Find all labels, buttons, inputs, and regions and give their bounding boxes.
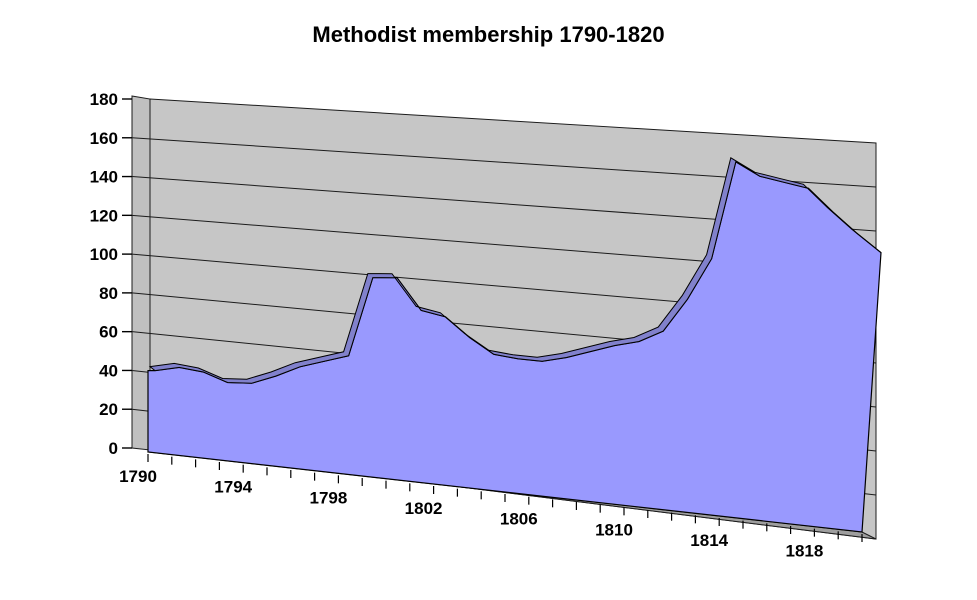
x-tick-label: 1818 bbox=[785, 542, 823, 561]
y-tick-label: 20 bbox=[99, 400, 118, 419]
y-tick-label: 40 bbox=[99, 361, 118, 380]
y-tick-label: 180 bbox=[90, 90, 118, 109]
left-wall bbox=[131, 95, 151, 451]
x-tick-label: 1806 bbox=[500, 510, 538, 529]
y-tick-label: 0 bbox=[109, 439, 118, 458]
chart-title: Methodist membership 1790-1820 bbox=[312, 22, 665, 47]
y-tick-label: 60 bbox=[99, 323, 118, 342]
y-tick-label: 80 bbox=[99, 284, 118, 303]
area-top-band bbox=[148, 157, 882, 384]
x-tick-label: 1814 bbox=[690, 531, 728, 550]
x-tick-label: 1810 bbox=[595, 520, 633, 539]
x-tick-label: 1802 bbox=[405, 499, 443, 518]
x-tick-label: 1798 bbox=[309, 488, 347, 507]
x-tick-label: 1794 bbox=[214, 478, 252, 497]
y-tick-label: 120 bbox=[90, 206, 118, 225]
y-tick-label: 160 bbox=[90, 129, 118, 148]
y-tick-label: 100 bbox=[90, 245, 118, 264]
y-tick-label: 140 bbox=[90, 168, 118, 187]
x-tick-label: 1790 bbox=[119, 467, 157, 486]
